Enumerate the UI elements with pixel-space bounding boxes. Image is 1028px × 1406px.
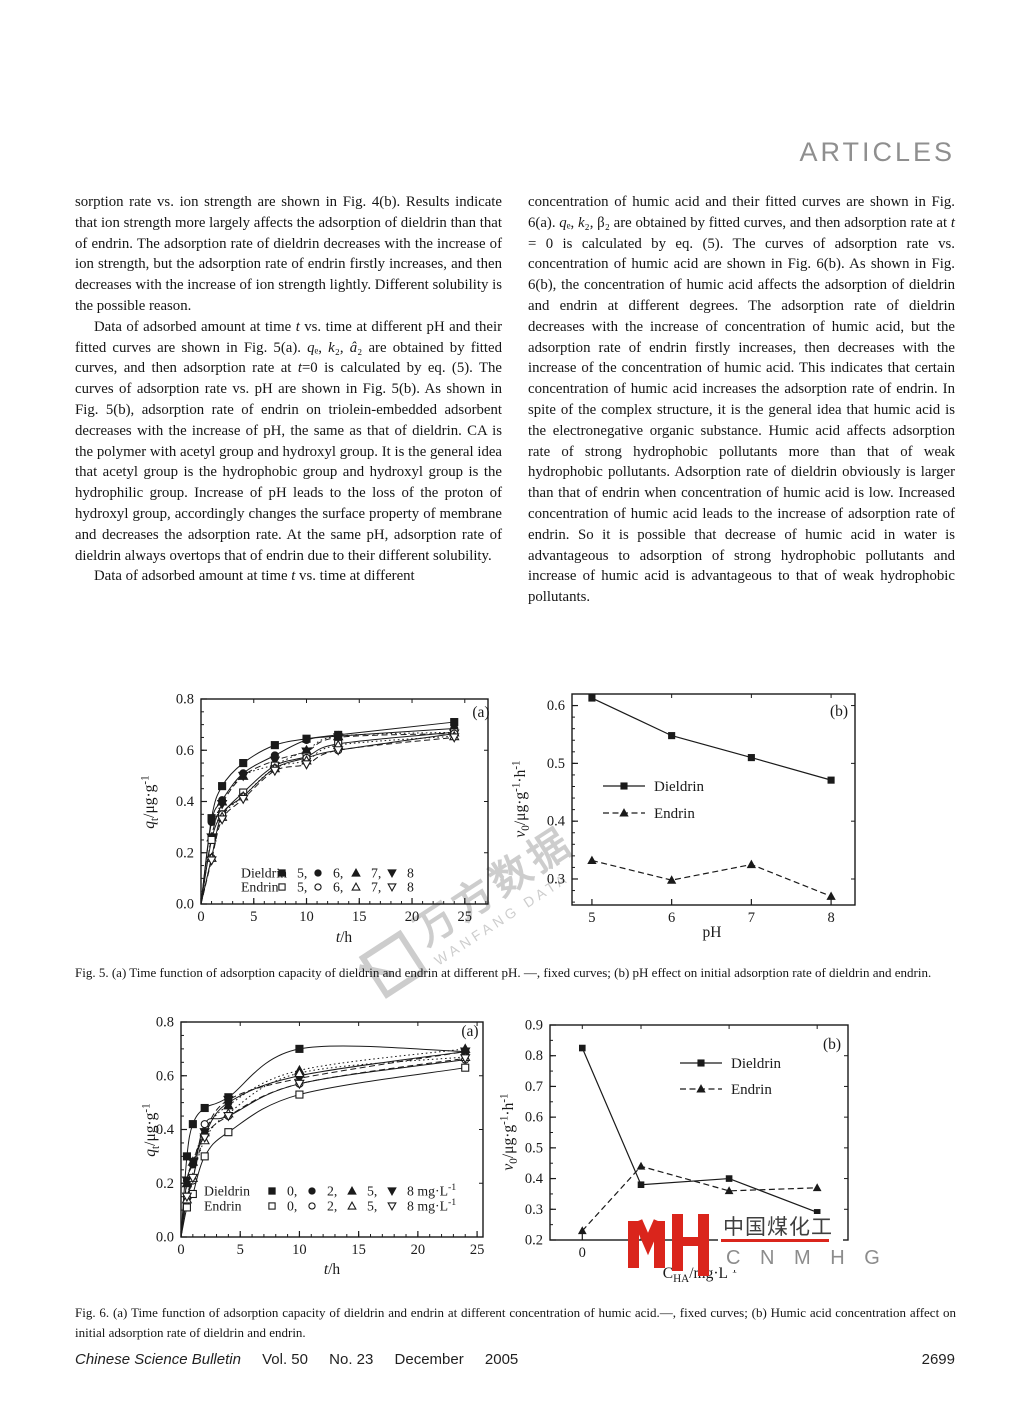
svg-text:0.4: 0.4 bbox=[156, 1122, 175, 1138]
svg-text:0.7: 0.7 bbox=[525, 1079, 543, 1095]
svg-text:20: 20 bbox=[411, 1242, 426, 1258]
svg-text:6,: 6, bbox=[333, 880, 343, 895]
svg-text:0.3: 0.3 bbox=[525, 1202, 543, 1218]
svg-text:5,: 5, bbox=[297, 880, 307, 895]
svg-text:0.6: 0.6 bbox=[176, 743, 194, 759]
svg-text:0.4: 0.4 bbox=[176, 794, 195, 810]
fig5b-chart: 5 6 7 8 0.3 0.4 0.5 0.6 pH v0/μg·g-1·h-1 (b) Dieldr… bbox=[505, 685, 905, 957]
footer-year: 2005 bbox=[484, 1351, 519, 1368]
svg-text:v0/μg·g-1·h-1: v0/μg·g-1·h-1 bbox=[511, 760, 533, 837]
svg-text:Dieldrin: Dieldrin bbox=[241, 866, 287, 881]
fig5a-chart: 0 5 10 15 20 25 0.0 0.2 0.4 0.6 0.8 t/h qt/μg·g-1 (a)… bbox=[140, 690, 506, 960]
svg-text:10: 10 bbox=[299, 909, 314, 925]
paragraph-lead-in: Data of adsorbed amount at time t vs. ti… bbox=[94, 568, 415, 585]
svg-text:8 mg·L-1: 8 mg·L-1 bbox=[407, 1182, 456, 1199]
svg-text:8 mg·L-1: 8 mg·L-1 bbox=[407, 1197, 456, 1214]
cnmhg-watermark-cn: 中国煤化工 bbox=[718, 1214, 843, 1241]
svg-text:pH: pH bbox=[703, 924, 722, 941]
svg-text:0.0: 0.0 bbox=[176, 897, 194, 913]
svg-text:(a): (a) bbox=[461, 1023, 478, 1040]
svg-text:0.2: 0.2 bbox=[525, 1233, 543, 1249]
text-column-left: sorption rate vs. ion strength are shown… bbox=[75, 192, 502, 587]
svg-text:Endrin: Endrin bbox=[731, 1082, 772, 1098]
svg-text:0.8: 0.8 bbox=[156, 1015, 174, 1031]
svg-text:25: 25 bbox=[458, 909, 473, 925]
footer-journal-title: Chinese Science Bulletin bbox=[75, 1351, 241, 1368]
svg-text:0.6: 0.6 bbox=[525, 1110, 543, 1126]
svg-text:(b): (b) bbox=[823, 1036, 841, 1053]
footer-month: December bbox=[394, 1351, 464, 1368]
svg-text:0: 0 bbox=[197, 909, 204, 925]
svg-text:0: 0 bbox=[579, 1245, 586, 1261]
footer-issue: No. 23 bbox=[329, 1351, 374, 1368]
fig6a-chart: 0 5 10 15 20 25 0.0 0.2 0.4 0.6 0.8 t/h qt/μg·g-1 (a)… bbox=[140, 1010, 512, 1294]
svg-text:t/h: t/h bbox=[324, 1261, 341, 1278]
svg-text:25: 25 bbox=[470, 1242, 485, 1258]
svg-text:Endrin: Endrin bbox=[654, 806, 695, 822]
paragraph-humic-acid: concentration of humic acid and their fi… bbox=[528, 194, 955, 606]
svg-text:0.2: 0.2 bbox=[176, 845, 194, 861]
svg-text:(a): (a) bbox=[472, 704, 489, 721]
page-header-articles: ARTICLES bbox=[799, 137, 955, 167]
svg-text:2,: 2, bbox=[327, 1184, 337, 1199]
cnmhg-logo-icon bbox=[628, 1214, 709, 1276]
svg-text:6,: 6, bbox=[333, 866, 343, 881]
svg-text:Dieldrin: Dieldrin bbox=[204, 1184, 250, 1199]
svg-text:0.2: 0.2 bbox=[156, 1176, 174, 1192]
svg-text:(b): (b) bbox=[830, 703, 848, 720]
svg-text:7: 7 bbox=[748, 910, 755, 926]
paragraph-ph-effect: Data of adsorbed amount at time t vs. ti… bbox=[75, 318, 502, 564]
paragraph-ion-strength: sorption rate vs. ion strength are shown… bbox=[75, 194, 502, 314]
svg-text:5,: 5, bbox=[297, 866, 307, 881]
svg-text:0.5: 0.5 bbox=[525, 1140, 543, 1156]
svg-text:0.6: 0.6 bbox=[156, 1068, 174, 1084]
svg-text:20: 20 bbox=[405, 909, 420, 925]
svg-text:0.4: 0.4 bbox=[525, 1171, 544, 1187]
svg-text:2,: 2, bbox=[327, 1199, 337, 1214]
svg-text:Dieldrin: Dieldrin bbox=[654, 779, 704, 795]
svg-text:10: 10 bbox=[292, 1242, 307, 1258]
svg-text:0.8: 0.8 bbox=[525, 1048, 543, 1064]
svg-text:7,: 7, bbox=[371, 866, 381, 881]
svg-text:5: 5 bbox=[588, 910, 595, 926]
page-footer: Chinese Science Bulletin Vol. 50 No. 23 … bbox=[75, 1351, 955, 1368]
footer-page-number: 2699 bbox=[921, 1351, 955, 1368]
svg-text:v0/μg·g-1·h-1: v0/μg·g-1·h-1 bbox=[500, 1093, 520, 1170]
footer-volume: Vol. 50 bbox=[262, 1351, 308, 1368]
cnmhg-watermark-en: C N M H G bbox=[722, 1246, 891, 1270]
svg-text:Endrin: Endrin bbox=[241, 880, 279, 895]
svg-text:0.0: 0.0 bbox=[156, 1230, 174, 1246]
svg-text:qt/μg·g-1: qt/μg·g-1 bbox=[141, 1103, 163, 1156]
cnmhg-underline bbox=[721, 1239, 829, 1242]
fig6-caption: Fig. 6. (a) Time function of adsorption … bbox=[75, 1305, 956, 1340]
svg-text:8: 8 bbox=[407, 866, 414, 881]
svg-text:6: 6 bbox=[668, 910, 675, 926]
fig5-caption: Fig. 5. (a) Time function of adsorption … bbox=[75, 965, 932, 980]
svg-text:8: 8 bbox=[407, 880, 414, 895]
text-column-right: concentration of humic acid and their fi… bbox=[528, 192, 955, 608]
svg-text:Dieldrin: Dieldrin bbox=[731, 1056, 781, 1072]
svg-text:0.6: 0.6 bbox=[547, 698, 565, 714]
svg-text:15: 15 bbox=[351, 1242, 366, 1258]
svg-text:Endrin: Endrin bbox=[204, 1199, 242, 1214]
svg-text:0: 0 bbox=[177, 1242, 184, 1258]
svg-text:8: 8 bbox=[827, 910, 834, 926]
svg-text:5: 5 bbox=[250, 909, 257, 925]
svg-text:5: 5 bbox=[237, 1242, 244, 1258]
svg-text:7,: 7, bbox=[371, 880, 381, 895]
svg-text:15: 15 bbox=[352, 909, 367, 925]
svg-text:0.9: 0.9 bbox=[525, 1018, 543, 1034]
svg-text:0,: 0, bbox=[287, 1184, 297, 1199]
svg-text:0,: 0, bbox=[287, 1199, 297, 1214]
svg-text:0.3: 0.3 bbox=[547, 871, 565, 887]
svg-text:0.5: 0.5 bbox=[547, 756, 565, 772]
svg-text:0.4: 0.4 bbox=[547, 814, 566, 830]
svg-text:5,: 5, bbox=[367, 1184, 377, 1199]
svg-text:t/h: t/h bbox=[336, 929, 353, 946]
svg-text:qt/μg·g-1: qt/μg·g-1 bbox=[140, 775, 161, 828]
svg-text:5,: 5, bbox=[367, 1199, 377, 1214]
svg-text:0.8: 0.8 bbox=[176, 692, 194, 708]
